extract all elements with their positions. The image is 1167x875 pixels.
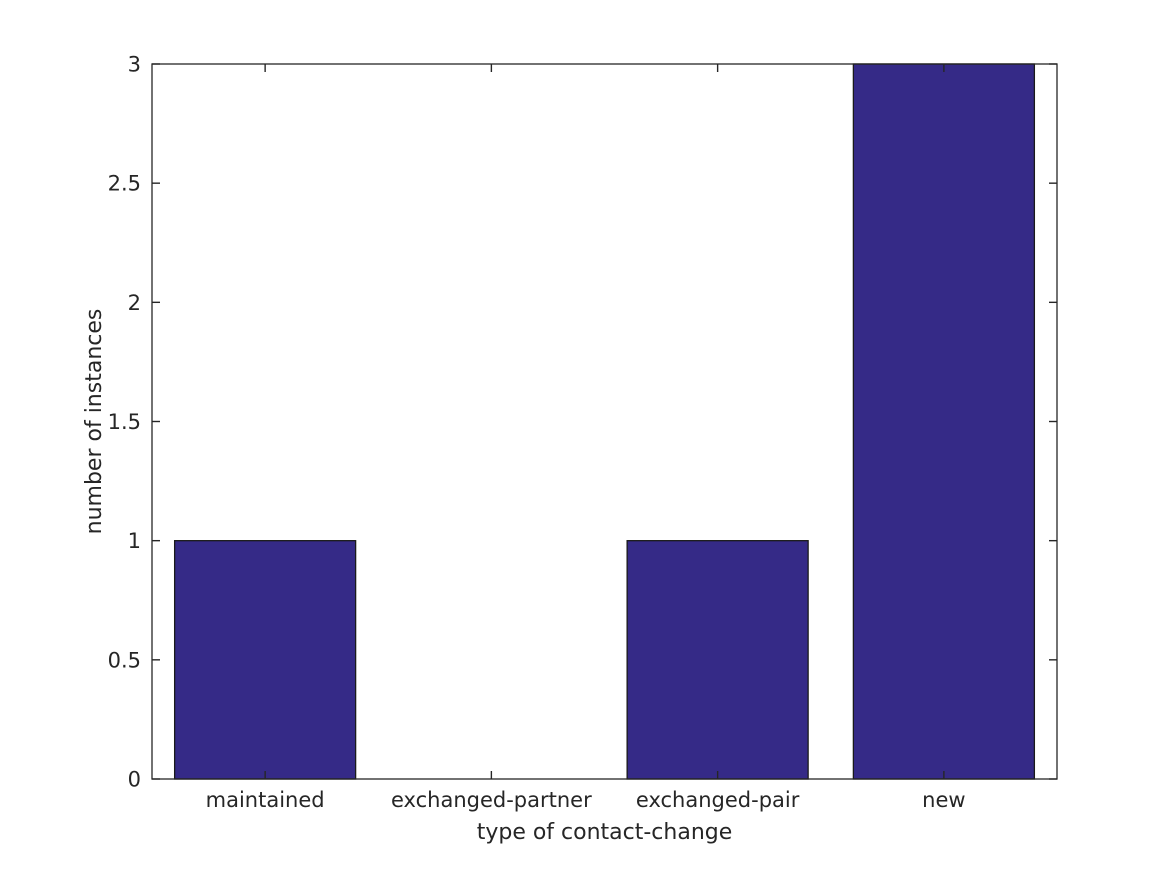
y-tick-label: 1.5 [108, 410, 141, 434]
y-tick-label: 0.5 [108, 648, 141, 672]
x-tick-label: maintained [206, 788, 325, 812]
y-tick-label: 2.5 [108, 172, 141, 196]
y-axis-label: number of instances [82, 309, 107, 535]
y-tick-label: 1 [128, 529, 141, 553]
bar [852, 63, 1036, 780]
x-tick-label: exchanged-pair [636, 788, 800, 812]
tick-labels-group: 0 0.5 1 1.5 2 2.5 3 maintained exchanged-partner… [108, 53, 966, 813]
bar [626, 540, 809, 780]
x-axis-label: type of contact-change [477, 820, 733, 845]
y-tick-label: 3 [128, 53, 141, 77]
y-tick-label: 2 [128, 291, 141, 315]
bars-group [173, 63, 1036, 780]
y-tick-label: 0 [128, 768, 141, 792]
x-tick-label: new [922, 788, 965, 812]
x-tick-label: exchanged-partner [391, 788, 592, 812]
ticks-group [152, 63, 1057, 780]
bar [173, 540, 357, 780]
